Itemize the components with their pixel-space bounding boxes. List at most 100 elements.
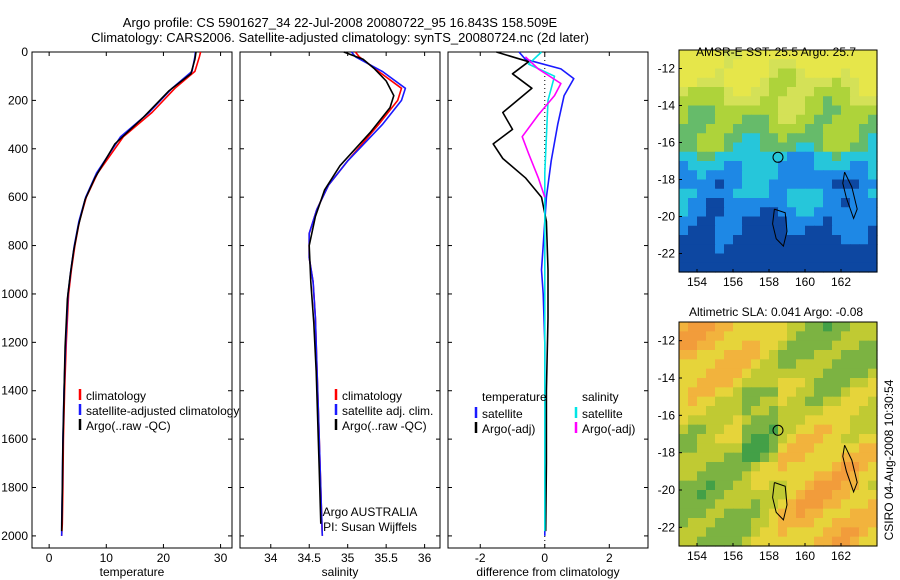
heatmap-cell (769, 188, 779, 199)
heatmap-cell (859, 124, 869, 134)
heatmap-cell (751, 179, 761, 190)
heatmap-cell (733, 340, 743, 351)
heatmap-cell (805, 415, 815, 426)
heatmap-cell (715, 170, 725, 181)
heatmap-cell (688, 253, 698, 264)
heatmap-cell (814, 471, 824, 482)
heatmap-cell (715, 536, 725, 547)
heatmap-cell (859, 114, 869, 125)
y-tick-label: 2000 (1, 529, 28, 543)
heatmap-cell (832, 387, 842, 398)
heatmap-cell (814, 350, 824, 360)
x-tick-label: 35 (341, 551, 355, 565)
heatmap-cell (724, 244, 734, 255)
heatmap-cell (679, 142, 689, 153)
y-tick-label: -16 (658, 408, 676, 422)
heatmap-cell (706, 527, 716, 538)
heatmap-cell (706, 170, 716, 181)
heatmap-cell (751, 508, 761, 519)
heatmap-cell (724, 536, 734, 547)
heatmap-cell (715, 105, 725, 116)
heatmap-cell (742, 471, 752, 482)
heatmap-cell (832, 378, 842, 388)
heatmap-cell (742, 480, 752, 491)
heatmap-cell (796, 480, 806, 491)
heatmap-cell (832, 244, 842, 255)
heatmap-cell (841, 179, 851, 190)
x-tick-label: 156 (723, 275, 743, 289)
heatmap-cell (778, 235, 788, 245)
heatmap-cell (787, 536, 797, 547)
heatmap-cell (760, 96, 770, 107)
heatmap-cell (751, 322, 761, 332)
heatmap-cell (751, 340, 761, 351)
heatmap-cell (850, 527, 860, 538)
heatmap-cell (868, 59, 878, 70)
x-tick-label: 0 (46, 551, 53, 565)
heatmap-cell (850, 124, 860, 134)
heatmap-cell (805, 77, 815, 88)
heatmap-cell (805, 151, 815, 162)
heatmap-cell (706, 262, 716, 273)
heatmap-cell (751, 359, 761, 370)
heatmap-cell (724, 499, 734, 510)
heatmap-cell (724, 124, 734, 134)
heatmap-cell (724, 151, 734, 162)
heatmap-cell (823, 536, 833, 547)
heatmap-cell (814, 322, 824, 332)
y-tick-label: 800 (8, 239, 28, 253)
heatmap-cell (859, 499, 869, 510)
heatmap-cell (841, 434, 851, 444)
heatmap-cell (778, 443, 788, 454)
heatmap-cell (760, 527, 770, 538)
heatmap-cell (688, 77, 698, 88)
heatmap-cell (697, 434, 707, 444)
heatmap-cell (841, 96, 851, 107)
heatmap-cell (868, 198, 878, 208)
heatmap-cell (688, 499, 698, 510)
heatmap-cell (832, 350, 842, 360)
legend-entry: satellite (582, 407, 623, 421)
heatmap-cell (832, 462, 842, 472)
heatmap-cell (859, 198, 869, 208)
heatmap-cell (733, 262, 743, 273)
heatmap-cell (859, 244, 869, 255)
heatmap-cell (859, 331, 869, 342)
heatmap-cell (805, 161, 815, 171)
heatmap-cell (841, 406, 851, 416)
heatmap-cell (679, 96, 689, 107)
heatmap-cell (760, 142, 770, 153)
heatmap-cell (751, 471, 761, 482)
heatmap-cell (796, 471, 806, 482)
heatmap-cell (778, 462, 788, 472)
heatmap-cell (679, 368, 689, 379)
heatmap-cell (742, 462, 752, 472)
heatmap-cell (724, 471, 734, 482)
heatmap-cell (760, 508, 770, 519)
heatmap-cell (787, 87, 797, 97)
heatmap-cell (814, 262, 824, 273)
heatmap-cell (859, 59, 869, 70)
heatmap-cell (805, 443, 815, 454)
heatmap-cell (823, 124, 833, 134)
heatmap-cell (742, 235, 752, 245)
heatmap-cell (760, 434, 770, 444)
heatmap-cell (742, 396, 752, 407)
heatmap-cell (733, 387, 743, 398)
heatmap-cell (859, 87, 869, 97)
heatmap-cell (724, 170, 734, 181)
heatmap-cell (724, 415, 734, 426)
heatmap-cell (688, 508, 698, 519)
heatmap-cell (751, 452, 761, 463)
heatmap-cell (805, 359, 815, 370)
heatmap-cell (697, 262, 707, 273)
heatmap-cell (868, 350, 878, 360)
heatmap-cell (859, 50, 869, 60)
heatmap-cell (814, 527, 824, 538)
heatmap-cell (841, 105, 851, 116)
heatmap-cell (733, 368, 743, 379)
heatmap-cell (868, 536, 878, 547)
heatmap-cell (841, 253, 851, 264)
heatmap-cell (688, 518, 698, 528)
x-tick-label: 35.5 (374, 551, 398, 565)
